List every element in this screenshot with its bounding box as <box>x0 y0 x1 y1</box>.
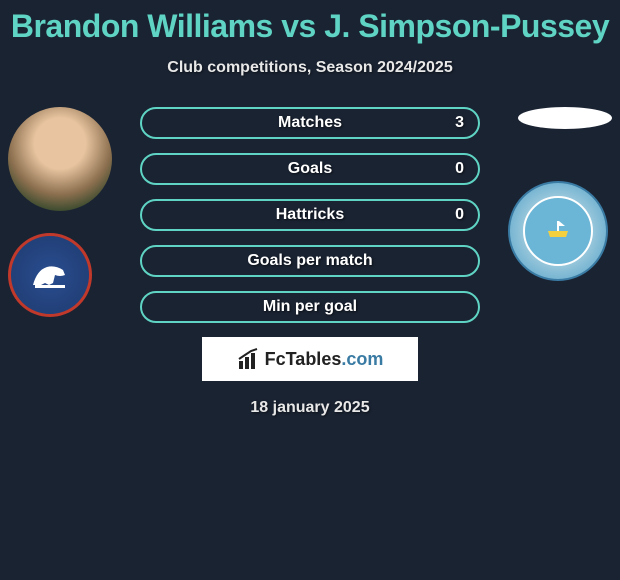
club-badge-right <box>508 181 608 281</box>
stat-row: Goals per match <box>140 245 480 277</box>
page-title: Brandon Williams vs J. Simpson-Pussey <box>0 0 620 45</box>
subtitle: Club competitions, Season 2024/2025 <box>0 59 620 77</box>
brand-name: FcTables <box>265 349 342 369</box>
stat-row: Matches 3 <box>140 107 480 139</box>
brand-box: FcTables.com <box>202 337 418 381</box>
stat-label: Matches <box>278 114 342 132</box>
player-left-avatar <box>8 107 112 211</box>
stat-label: Goals <box>288 160 332 178</box>
stat-value-right: 3 <box>455 114 464 132</box>
brand-text: FcTables.com <box>265 349 384 370</box>
stats-list: Matches 3 Goals 0 Hattricks 0 Goals per … <box>140 107 480 323</box>
left-column <box>8 107 112 317</box>
stat-row: Goals 0 <box>140 153 480 185</box>
stat-row: Hattricks 0 <box>140 199 480 231</box>
ship-icon <box>538 211 578 251</box>
stat-label: Min per goal <box>263 298 357 316</box>
stat-value-right: 0 <box>455 206 464 224</box>
horse-icon <box>25 255 75 295</box>
stat-value-right: 0 <box>455 160 464 178</box>
club-badge-right-inner <box>523 196 593 266</box>
brand-suffix: .com <box>341 349 383 369</box>
right-column <box>508 107 612 281</box>
stat-label: Hattricks <box>276 206 344 224</box>
stat-row: Min per goal <box>140 291 480 323</box>
chart-icon <box>237 347 261 371</box>
stat-label: Goals per match <box>247 252 372 270</box>
date-text: 18 january 2025 <box>0 399 620 417</box>
player-right-avatar <box>518 107 612 129</box>
content-area: Matches 3 Goals 0 Hattricks 0 Goals per … <box>0 107 620 417</box>
club-badge-left <box>8 233 92 317</box>
